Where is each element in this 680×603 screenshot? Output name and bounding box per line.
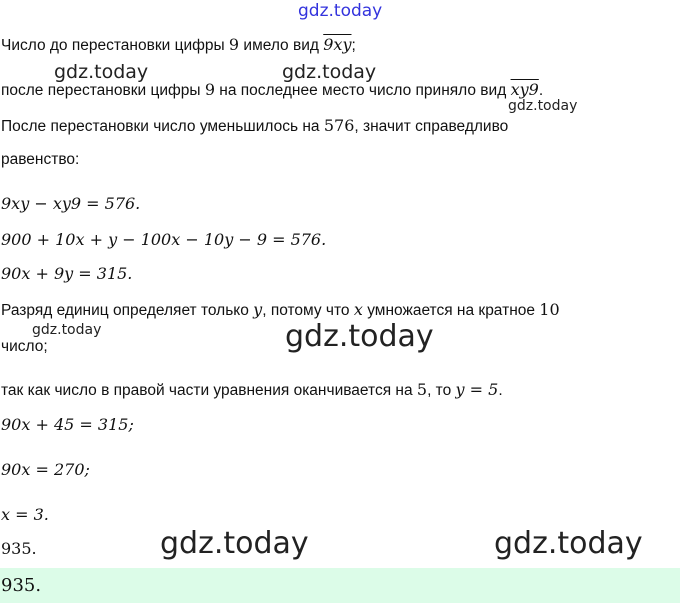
math: xy9 [510,80,539,99]
equation: x = 3. [1,505,49,524]
text: , потому что [262,302,354,319]
watermark: gdz.today [285,319,434,354]
text: имело вид [239,37,324,54]
text: , значит справедливо [354,118,509,135]
watermark: gdz.today [282,61,377,83]
text: После перестановки число уменьшилось на [1,118,324,135]
text-line: Число до перестановки цифры 9 имело вид … [1,35,356,56]
text-line: После перестановки число уменьшилось на … [1,116,508,137]
math: 9 [204,80,215,99]
answer: 935. [1,575,42,596]
text: Разряд единиц определяет только [1,302,254,319]
text: Число до перестановки цифры [1,37,229,54]
math: 9 [228,35,240,54]
math: x [353,300,363,319]
text: , то [427,382,456,399]
watermark: gdz.today [298,1,383,21]
math: y [253,300,263,319]
math: 5 [416,380,428,399]
watermark: gdz.today [508,98,578,114]
text: на последнее место число приняло вид [215,82,511,99]
text: ; [351,37,356,54]
result: 935. [1,539,37,558]
equation: 90x = 270; [1,460,90,479]
text: после перестановки цифры [1,82,205,99]
text-line: Разряд единиц определяет только y, потом… [1,300,560,321]
text: . [498,382,503,399]
text-line: число; [1,338,48,355]
watermark: gdz.today [54,61,149,83]
text-line: после перестановки цифры 9 на последнее … [1,80,543,101]
text-line: равенство: [1,151,80,168]
watermark: gdz.today [32,322,102,338]
math: 10 [539,300,560,319]
text-line: так как число в правой части уравнения о… [1,380,503,401]
math: y = 5 [455,380,499,399]
math: 576 [323,116,355,135]
text: так как число в правой части уравнения о… [1,382,417,399]
text: . [538,82,544,99]
watermark: gdz.today [494,526,643,561]
answer-band: 935. [0,568,680,603]
equation: 900 + 10x + y − 100x − 10y − 9 = 576. [1,230,327,249]
equation: 9xy − xy9 = 576. [1,194,141,213]
watermark: gdz.today [160,526,309,561]
equation: 90x + 9y = 315. [1,264,133,283]
math: 9xy [323,35,352,54]
text: умножается на кратное [362,302,540,319]
equation: 90x + 45 = 315; [1,415,134,434]
